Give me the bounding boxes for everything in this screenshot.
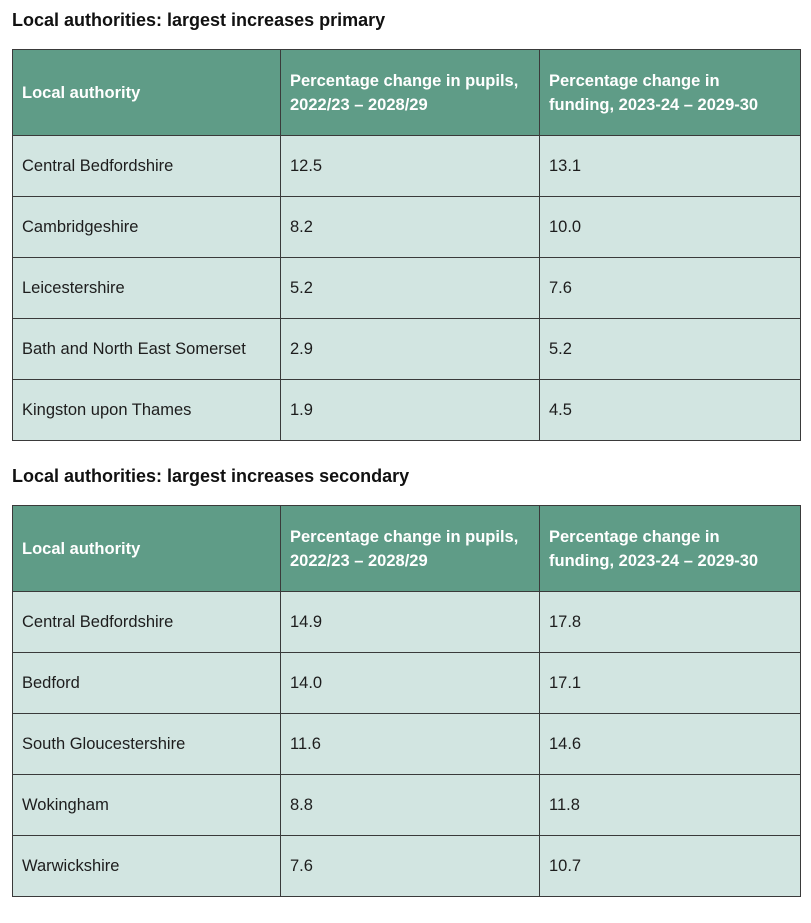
column-header-funding-change: Percentage change in funding, 2023-24 – …	[539, 49, 801, 136]
secondary-table-title: Local authorities: largest increases sec…	[12, 466, 410, 486]
column-header-pupil-change: Percentage change in pupils, 2022/23 – 2…	[280, 505, 540, 592]
cell-funding-change: 5.2	[539, 318, 801, 380]
secondary-increases-table: Local authority Percentage change in pup…	[12, 505, 801, 897]
cell-pupil-change: 5.2	[280, 257, 540, 319]
cell-local-authority: Central Bedfordshire	[12, 591, 281, 653]
column-header-funding-change: Percentage change in funding, 2023-24 – …	[539, 505, 801, 592]
cell-local-authority: Warwickshire	[12, 835, 281, 897]
primary-table-title: Local authorities: largest increases pri…	[12, 10, 386, 30]
table-row: Central Bedfordshire 12.5 13.1	[12, 135, 801, 197]
table-row: Central Bedfordshire 14.9 17.8	[12, 591, 801, 653]
cell-funding-change: 10.0	[539, 196, 801, 258]
table-row: Warwickshire 7.6 10.7	[12, 835, 801, 897]
cell-funding-change: 7.6	[539, 257, 801, 319]
column-header-local-authority: Local authority	[12, 49, 281, 136]
primary-increases-table: Local authority Percentage change in pup…	[12, 49, 801, 441]
cell-pupil-change: 11.6	[280, 713, 540, 775]
cell-local-authority: Bath and North East Somerset	[12, 318, 281, 380]
cell-pupil-change: 7.6	[280, 835, 540, 897]
table-row: Kingston upon Thames 1.9 4.5	[12, 379, 801, 441]
table-row: South Gloucestershire 11.6 14.6	[12, 713, 801, 775]
cell-funding-change: 17.1	[539, 652, 801, 714]
cell-pupil-change: 1.9	[280, 379, 540, 441]
cell-local-authority: Kingston upon Thames	[12, 379, 281, 441]
cell-local-authority: Leicestershire	[12, 257, 281, 319]
table-row: Bath and North East Somerset 2.9 5.2	[12, 318, 801, 380]
cell-local-authority: Wokingham	[12, 774, 281, 836]
table-header-row: Local authority Percentage change in pup…	[12, 505, 801, 592]
cell-funding-change: 17.8	[539, 591, 801, 653]
cell-funding-change: 11.8	[539, 774, 801, 836]
column-header-local-authority: Local authority	[12, 505, 281, 592]
cell-pupil-change: 14.0	[280, 652, 540, 714]
cell-local-authority: South Gloucestershire	[12, 713, 281, 775]
table-row: Cambridgeshire 8.2 10.0	[12, 196, 801, 258]
cell-funding-change: 10.7	[539, 835, 801, 897]
cell-local-authority: Central Bedfordshire	[12, 135, 281, 197]
cell-pupil-change: 2.9	[280, 318, 540, 380]
table-row: Leicestershire 5.2 7.6	[12, 257, 801, 319]
table-header-row: Local authority Percentage change in pup…	[12, 49, 801, 136]
table-row: Wokingham 8.8 11.8	[12, 774, 801, 836]
table-row: Bedford 14.0 17.1	[12, 652, 801, 714]
cell-pupil-change: 14.9	[280, 591, 540, 653]
cell-funding-change: 4.5	[539, 379, 801, 441]
cell-pupil-change: 8.8	[280, 774, 540, 836]
cell-pupil-change: 8.2	[280, 196, 540, 258]
column-header-pupil-change: Percentage change in pupils, 2022/23 – 2…	[280, 49, 540, 136]
cell-funding-change: 14.6	[539, 713, 801, 775]
cell-local-authority: Cambridgeshire	[12, 196, 281, 258]
cell-funding-change: 13.1	[539, 135, 801, 197]
cell-pupil-change: 12.5	[280, 135, 540, 197]
cell-local-authority: Bedford	[12, 652, 281, 714]
